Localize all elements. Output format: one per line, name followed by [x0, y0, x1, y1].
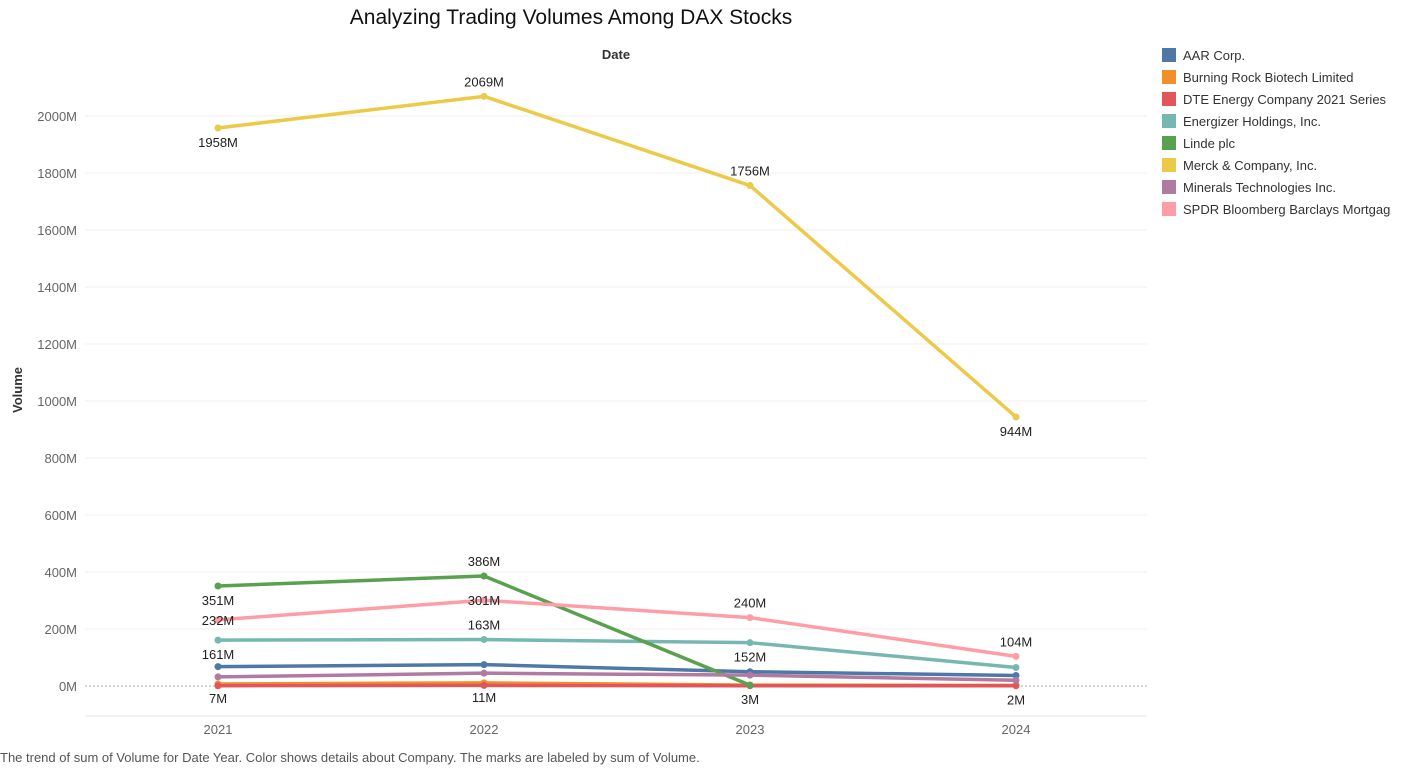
legend-item: DTE Energy Company 2021 Series: [1162, 88, 1406, 110]
data-point: [214, 673, 222, 681]
data-label: 240M: [734, 596, 767, 611]
data-label: 161M: [202, 647, 235, 662]
y-tick-label: 1400M: [37, 280, 77, 295]
data-point: [214, 616, 222, 624]
data-label: 7M: [209, 691, 227, 706]
data-label: 232M: [202, 613, 235, 628]
data-point: [214, 582, 222, 590]
data-label: 152M: [734, 650, 767, 665]
series-line: [216, 94, 1018, 419]
legend-label: Minerals Technologies Inc.: [1183, 179, 1336, 195]
legend-item: Energizer Holdings, Inc.: [1162, 110, 1406, 132]
legend-label: AAR Corp.: [1183, 47, 1246, 63]
data-point: [1012, 663, 1020, 671]
data-point: [214, 663, 222, 671]
legend-item: Merck & Company, Inc.: [1162, 154, 1406, 176]
data-point: [746, 639, 754, 647]
legend-item: AAR Corp.: [1162, 44, 1406, 66]
legend-item: Burning Rock Biotech Limited: [1162, 66, 1406, 88]
series-line: [216, 662, 1018, 678]
legend-label: SPDR Bloomberg Barclays Mortgag: [1183, 201, 1391, 217]
x-tick-label: 2022: [470, 722, 499, 737]
grid-layer: [85, 115, 1147, 717]
data-label: 11M: [472, 690, 496, 705]
y-tick-label: 600M: [44, 508, 77, 523]
data-point: [480, 572, 488, 580]
legend-swatch: [1162, 180, 1176, 194]
legend-label: Burning Rock Biotech Limited: [1183, 69, 1354, 85]
data-point: [1012, 682, 1020, 690]
x-tick-label: 2021: [204, 722, 233, 737]
data-point: [480, 92, 488, 100]
legend-label: Merck & Company, Inc.: [1183, 157, 1318, 173]
series-line: [216, 671, 1018, 683]
data-point: [746, 671, 754, 679]
y-tick-label: 1200M: [37, 337, 77, 352]
data-label: 301M: [468, 593, 501, 608]
y-tick-label: 1000M: [37, 394, 77, 409]
label-layer: 1958M 2069M 1756M 944M 351M 386M 232M 301M 240M 1…: [198, 74, 1032, 707]
data-point: [746, 681, 754, 689]
legend-swatch: [1162, 202, 1176, 216]
x-axis-title: Date: [602, 47, 630, 62]
data-label: 163M: [468, 618, 501, 633]
data-point: [480, 669, 488, 677]
data-point: [1012, 413, 1020, 421]
legend-swatch: [1162, 158, 1176, 172]
legend-swatch: [1162, 136, 1176, 150]
data-label: 351M: [202, 593, 235, 608]
series-layer: [214, 92, 1020, 690]
data-point: [1012, 652, 1020, 660]
y-tick-label: 400M: [44, 565, 77, 580]
data-point: [746, 182, 754, 190]
legend-item: Linde plc: [1162, 132, 1406, 154]
data-label: 386M: [468, 554, 501, 569]
data-label: 104M: [1000, 634, 1033, 649]
legend-label: DTE Energy Company 2021 Series: [1183, 91, 1387, 107]
series-line: [216, 637, 1018, 670]
data-label: 2M: [1007, 692, 1025, 707]
data-point: [214, 636, 222, 644]
legend-label: Energizer Holdings, Inc.: [1183, 113, 1322, 129]
axis-layer: 0M 200M 400M 600M 800M 1000M 1200M 1400M 1600M 18…: [10, 47, 1030, 737]
data-point: [480, 636, 488, 644]
data-label: 1958M: [198, 135, 238, 150]
data-point: [480, 681, 488, 689]
data-point: [746, 614, 754, 622]
legend-swatch: [1162, 92, 1176, 106]
legend-item: SPDR Bloomberg Barclays Mortgag: [1162, 198, 1406, 220]
y-tick-label: 1800M: [37, 166, 77, 181]
data-point: [214, 124, 222, 132]
y-tick-label: 1600M: [37, 223, 77, 238]
x-tick-label: 2024: [1002, 722, 1031, 737]
series-line: [216, 598, 1018, 659]
y-tick-label: 2000M: [37, 109, 77, 124]
legend-swatch: [1162, 48, 1176, 62]
y-tick-label: 200M: [44, 622, 77, 637]
data-point: [480, 661, 488, 669]
legend-label: Linde plc: [1183, 135, 1236, 151]
y-axis-title: Volume: [10, 367, 25, 413]
legend-item: Minerals Technologies Inc.: [1162, 176, 1406, 198]
data-label: 2069M: [464, 74, 504, 89]
legend-swatch: [1162, 70, 1176, 84]
chart-title: Analyzing Trading Volumes Among DAX Stoc…: [349, 6, 793, 29]
y-tick-label: 0M: [59, 679, 77, 694]
line-chart: 0M 200M 400M 600M 800M 1000M 1200M 1400M 1600M 18…: [10, 47, 1147, 737]
chart-caption: The trend of sum of Volume for Date Year…: [0, 750, 700, 765]
x-tick-label: 2023: [736, 722, 765, 737]
data-point: [214, 682, 222, 690]
data-point: [480, 596, 488, 604]
data-point: [1012, 671, 1020, 679]
y-tick-label: 800M: [44, 451, 77, 466]
legend: AAR Corp. Burning Rock Biotech Limited DTE…: [1162, 44, 1406, 220]
data-label: 1756M: [730, 164, 770, 179]
data-point: [1012, 676, 1020, 684]
data-label: 944M: [1000, 424, 1033, 439]
legend-swatch: [1162, 114, 1176, 128]
data-label: 3M: [741, 692, 759, 707]
